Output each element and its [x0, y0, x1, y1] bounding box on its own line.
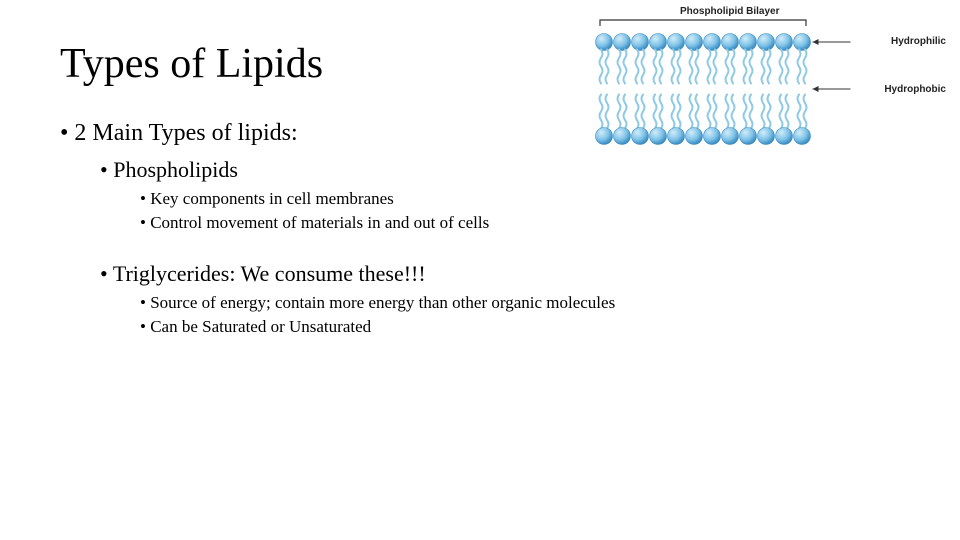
bullet-tri-sub1: Source of energy; contain more energy th… [140, 293, 900, 313]
label-hydrophobic: Hydrophobic [884, 84, 946, 95]
phospholipid-bilayer-diagram: Phospholipid Bilayer Hydrophilic Hydroph… [590, 6, 950, 176]
bullet-phos-sub1: Key components in cell membranes [140, 189, 900, 209]
bullet-triglycerides: Triglycerides: We consume these!!! [100, 261, 900, 287]
label-hydrophilic: Hydrophilic [891, 36, 946, 47]
bullet-tri-sub2: Can be Saturated or Unsaturated [140, 317, 900, 337]
bullet-phos-sub2: Control movement of materials in and out… [140, 213, 900, 233]
label-bilayer: Phospholipid Bilayer [680, 6, 779, 17]
